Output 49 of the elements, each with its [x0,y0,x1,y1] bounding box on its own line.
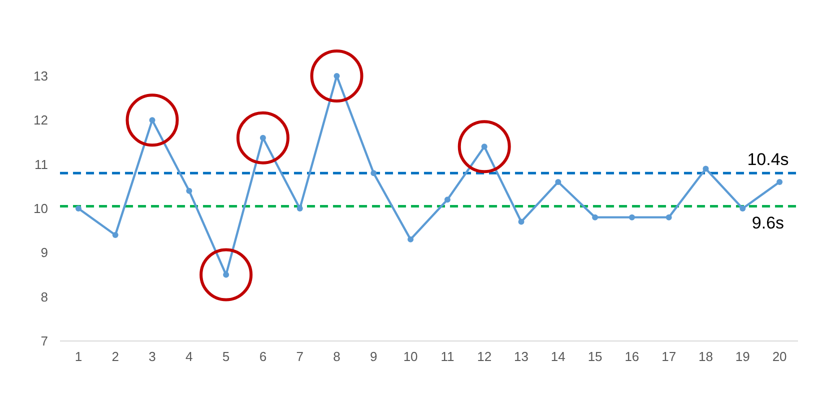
x-tick-label: 19 [735,349,750,364]
y-tick-label: 13 [34,68,48,84]
x-tick-label: 5 [222,349,230,364]
x-tick-label: 1 [74,349,82,364]
y-tick-label: 10 [34,201,48,216]
point [702,166,709,172]
point [481,144,488,150]
point [666,214,672,220]
x-tick-label: 14 [550,349,566,364]
x-tick-label: 6 [259,349,267,364]
x-tick-label: 13 [514,349,528,364]
ref-line-label: 9.6s [752,213,784,232]
y-tick-label: 12 [34,112,48,128]
x-tick-label: 15 [588,349,602,364]
point [370,170,377,176]
x-tick-label: 17 [662,349,676,364]
point [296,206,303,212]
x-tick-label: 18 [698,349,713,364]
y-tick-label: 9 [40,245,48,260]
x-tick-label: 4 [186,349,193,364]
x-tick-label: 11 [440,349,454,364]
ref-line-label: 10.4s [747,150,789,170]
point [628,214,635,220]
x-tick-label: 20 [772,349,787,364]
point [260,134,266,141]
point [518,218,524,225]
y-tick-label: 8 [40,289,48,304]
x-tick-label: 2 [112,349,119,364]
point [555,179,562,185]
point [776,179,783,185]
y-tick-label: 7 [40,334,48,349]
y-tick-label: 11 [34,156,48,172]
x-tick-label: 9 [370,349,378,364]
x-tick-label: 10 [403,349,418,364]
point [592,214,598,220]
point [444,196,450,203]
point [112,232,118,238]
point [75,206,82,212]
point [186,188,192,194]
point [149,117,156,124]
x-tick-label: 7 [296,349,304,364]
x-tick-label: 3 [148,349,156,364]
x-tick-label: 16 [624,349,640,364]
x-tick-label: 8 [333,349,340,364]
point [408,236,414,242]
point [740,206,746,212]
point [334,73,340,79]
point [223,272,230,278]
x-tick-label: 12 [477,349,492,364]
